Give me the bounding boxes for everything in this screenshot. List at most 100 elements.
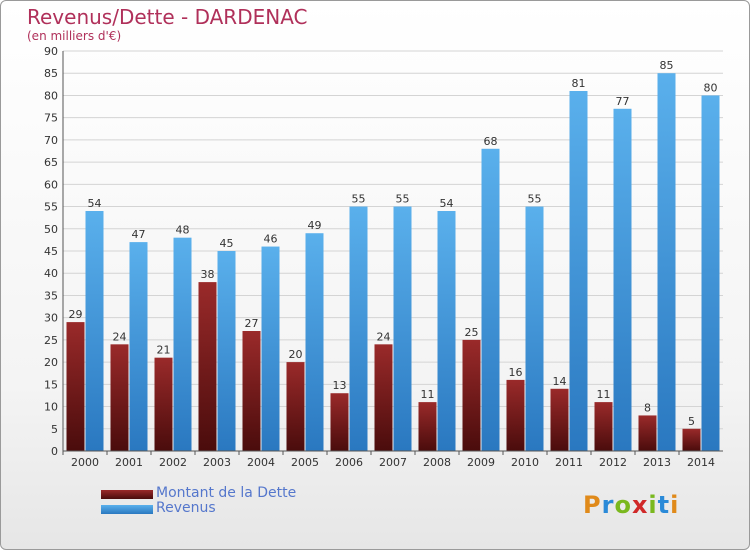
bar-revenus [261,246,280,451]
x-tick-label: 2003 [203,456,231,469]
bar-revenus [349,206,368,451]
bar-dette [594,402,613,451]
legend-label-revenus: Revenus [156,500,216,516]
y-tick-label: 25 [44,334,58,347]
value-label-revenus: 55 [528,193,542,206]
value-label-dette: 24 [113,330,127,343]
y-tick-label: 60 [44,178,58,191]
value-label-dette: 25 [465,326,479,339]
y-tick-label: 65 [44,156,58,169]
y-tick-label: 85 [44,67,58,80]
bar-dette [418,402,437,451]
bar-revenus [657,73,676,451]
bar-dette [638,415,657,451]
bar-dette [110,344,129,451]
bar-revenus [173,237,192,451]
x-tick-label: 2009 [467,456,495,469]
value-label-revenus: 80 [704,81,718,94]
chart-subtitle: (en milliers d'€) [27,29,122,43]
logo-letter: P [583,491,602,519]
y-tick-label: 5 [51,423,58,436]
value-label-revenus: 46 [264,233,278,246]
value-label-dette: 11 [597,388,611,401]
bar-revenus [129,242,148,451]
y-tick-label: 70 [44,134,58,147]
bar-revenus [85,211,104,451]
value-label-revenus: 54 [88,197,102,210]
value-label-revenus: 55 [352,193,366,206]
bar-dette [198,282,217,451]
value-label-dette: 5 [688,415,695,428]
y-tick-label: 20 [44,356,58,369]
x-tick-label: 2008 [423,456,451,469]
value-label-dette: 13 [333,379,347,392]
value-label-dette: 16 [509,366,523,379]
value-label-dette: 27 [245,317,259,330]
x-tick-label: 2010 [511,456,539,469]
x-tick-label: 2011 [555,456,583,469]
x-tick-label: 2007 [379,456,407,469]
bar-revenus [437,211,456,451]
bars [66,73,720,452]
y-tick-label: 45 [44,245,58,258]
y-tick-label: 75 [44,112,58,125]
bar-dette [506,379,525,451]
bar-dette [462,339,481,451]
bar-revenus [481,148,500,451]
bar-revenus [701,95,720,451]
value-label-dette: 8 [644,401,651,414]
logo-letter: i [648,491,658,519]
bar-dette [286,362,305,451]
y-tick-label: 55 [44,201,58,214]
value-labels: 29 54 24 47 21 48 38 45 27 46 20 49 13 55 24 55 11 54 25 68… [69,59,718,428]
value-label-revenus: 81 [572,77,586,90]
bar-revenus [393,206,412,451]
y-tick-label: 30 [44,312,58,325]
proxiti-logo: Proxiti [583,491,679,519]
x-tick-label: 2002 [159,456,187,469]
y-tick-label: 90 [44,45,58,58]
value-label-revenus: 47 [132,228,146,241]
bar-dette [154,357,173,451]
bar-dette [242,331,261,451]
value-label-dette: 11 [421,388,435,401]
logo-letter: r [601,491,615,519]
value-label-revenus: 77 [616,95,630,108]
x-tick-label: 2001 [115,456,143,469]
value-label-revenus: 48 [176,224,190,237]
y-tick-label: 35 [44,289,58,302]
bar-dette [682,428,701,451]
bar-revenus [525,206,544,451]
value-label-revenus: 49 [308,219,322,232]
y-tick-label: 40 [44,267,58,280]
value-label-revenus: 85 [660,59,674,72]
value-label-dette: 14 [553,375,567,388]
bar-dette [330,393,349,451]
value-label-dette: 29 [69,308,83,321]
x-tick-label: 2013 [643,456,671,469]
value-label-revenus: 54 [440,197,454,210]
legend-label-dette: Montant de la Dette [156,485,297,501]
axes: 0510152025303540455055606570758085902000… [44,45,723,469]
x-tick-label: 2004 [247,456,275,469]
value-label-dette: 38 [201,268,215,281]
bar-dette [374,344,393,451]
bar-dette [66,322,85,451]
value-label-dette: 24 [377,330,391,343]
bar-revenus [217,251,236,451]
x-tick-label: 2000 [71,456,99,469]
value-label-dette: 20 [289,348,303,361]
y-tick-label: 0 [51,445,58,458]
value-label-dette: 21 [157,344,171,357]
value-label-revenus: 55 [396,193,410,206]
value-label-revenus: 45 [220,237,234,250]
x-tick-label: 2012 [599,456,627,469]
y-tick-label: 80 [44,89,58,102]
logo-letter: t [657,491,671,519]
bar-revenus [305,233,324,451]
x-tick-label: 2006 [335,456,363,469]
bar-revenus [569,91,588,451]
value-label-revenus: 68 [484,135,498,148]
